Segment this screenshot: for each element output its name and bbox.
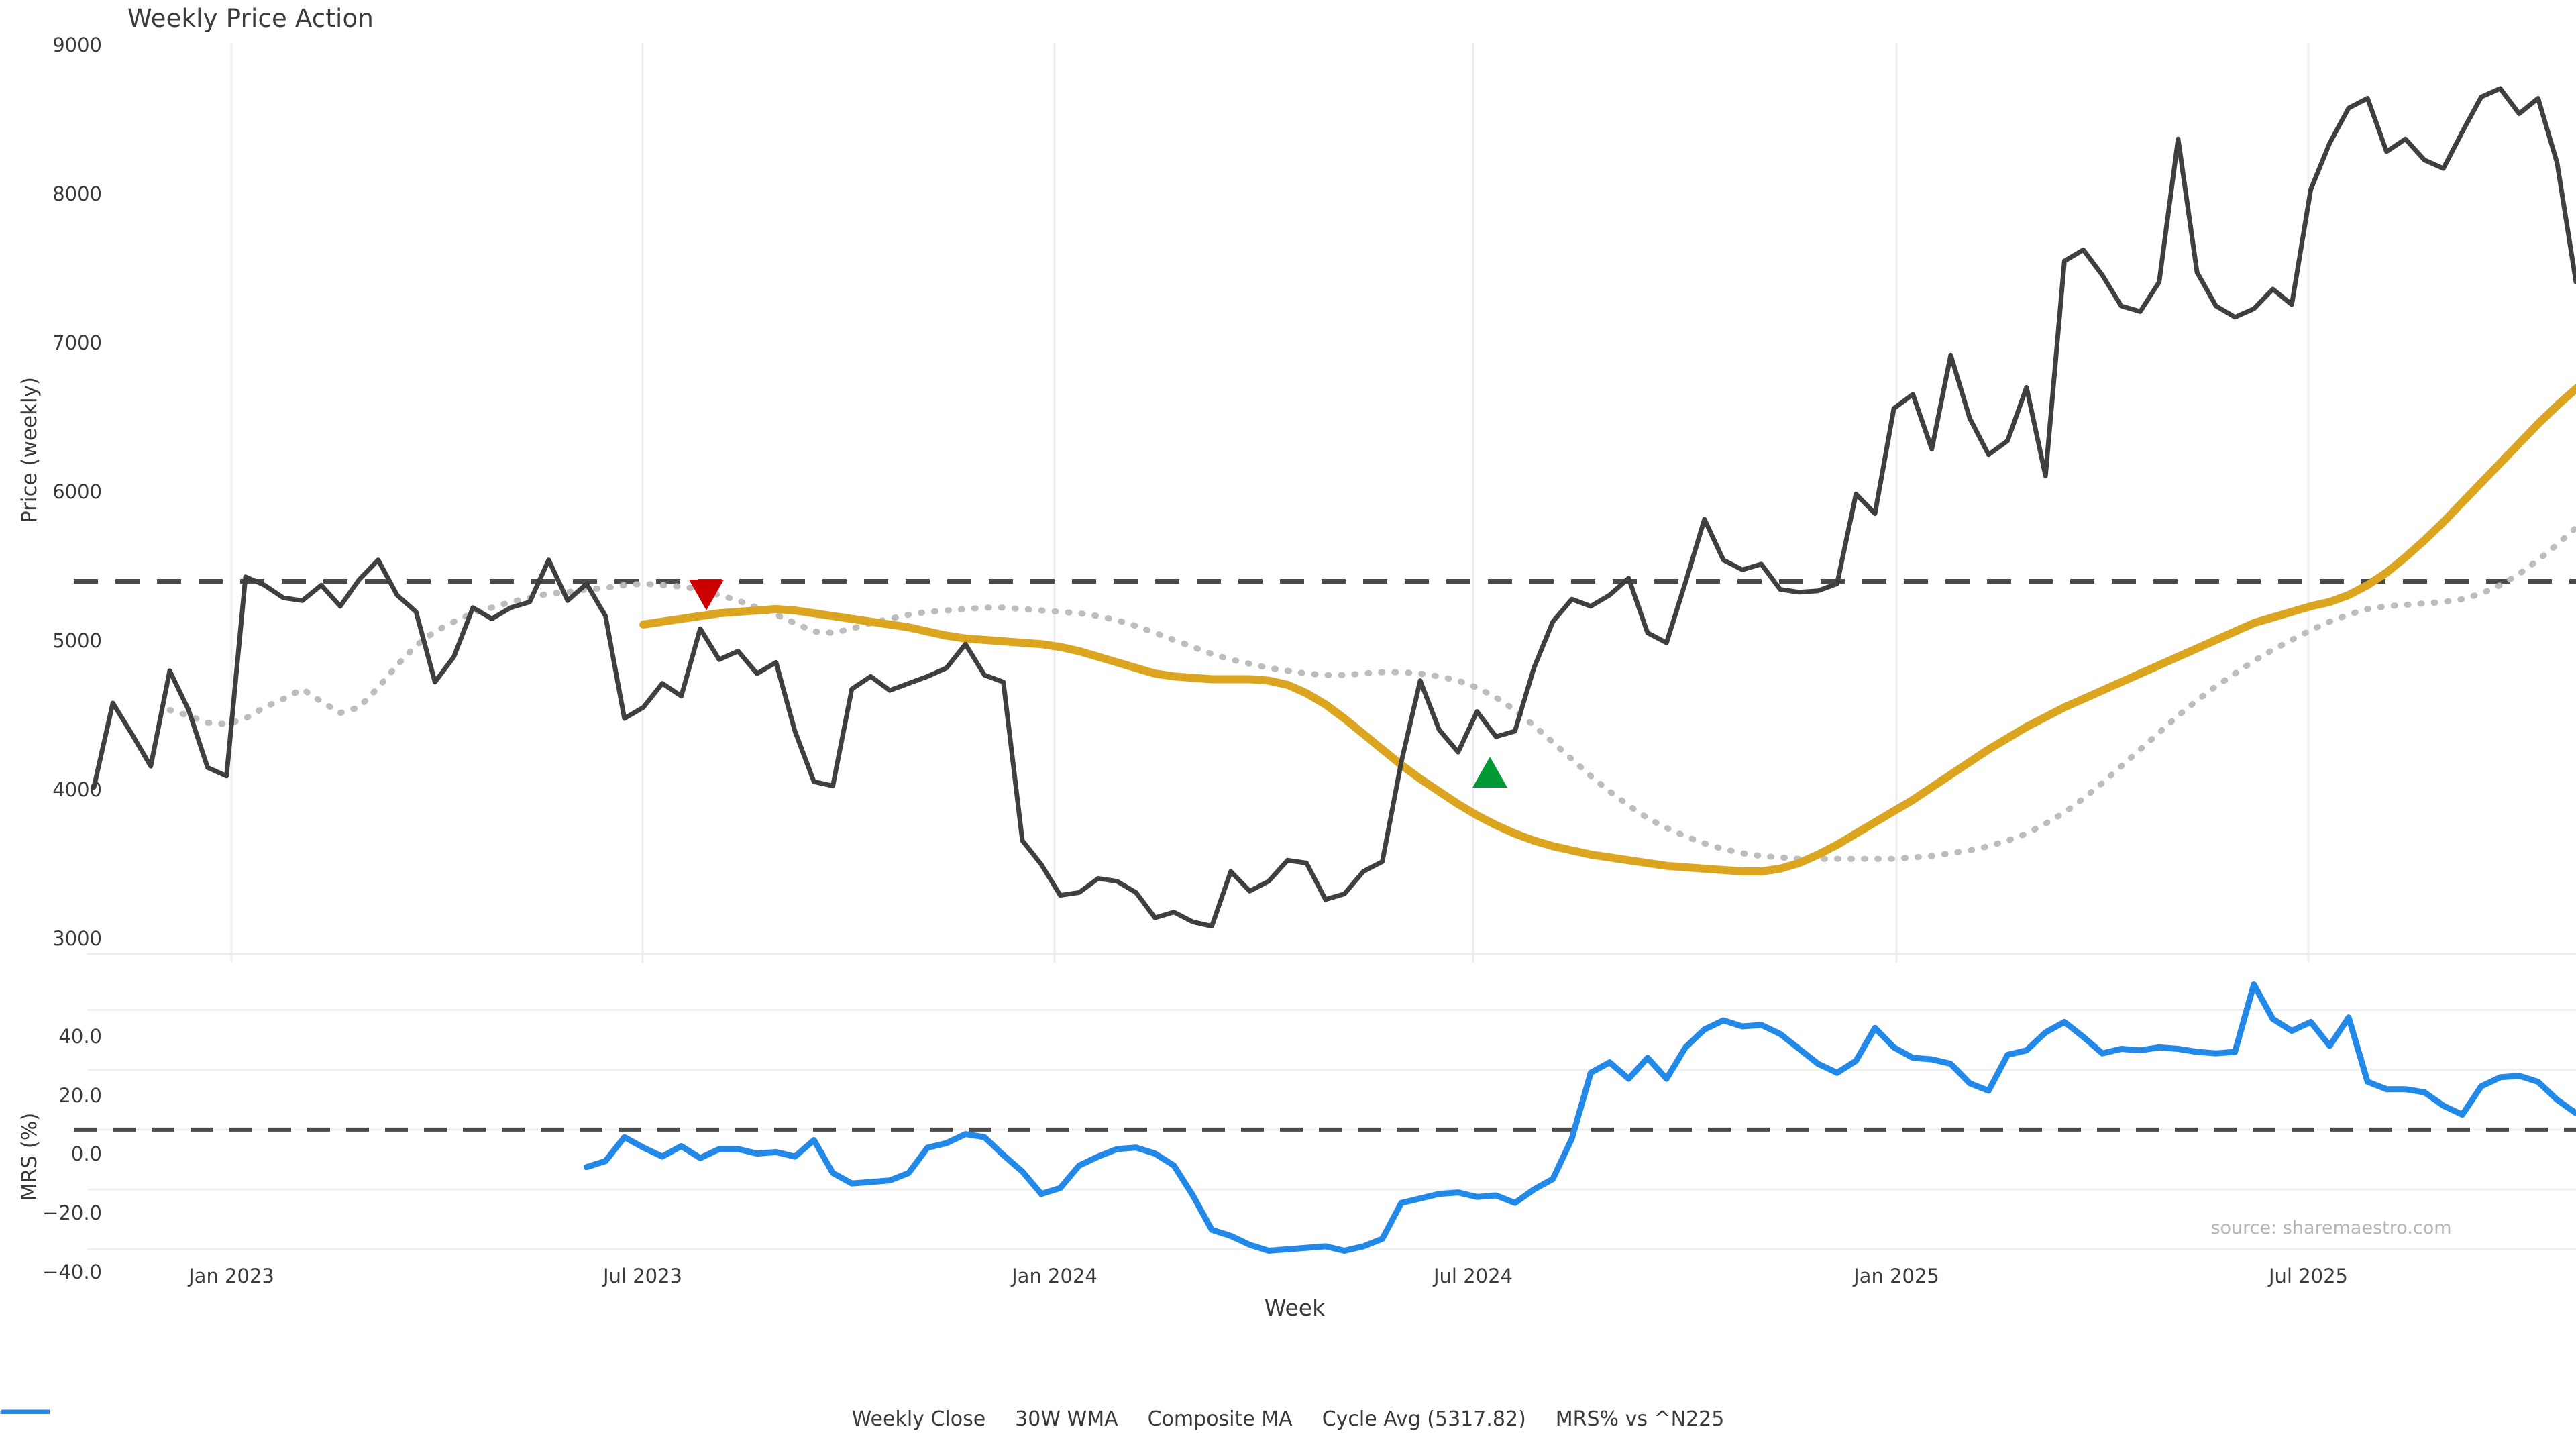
price-ytick-6000: 6000 (52, 480, 102, 503)
xtick-jul-2025: Jul 2025 (2268, 1265, 2349, 1287)
legend-item-3[interactable]: Cycle Avg (5317.82) (1, 1407, 1526, 1431)
mrs-ytick-neg20: −20.0 (42, 1201, 102, 1224)
mrs-ytick-40: 40.0 (58, 1025, 102, 1048)
legend-label-2: Composite MA (1147, 1407, 1293, 1431)
xtick-jul-2024: Jul 2024 (1433, 1265, 1513, 1287)
chart-legend: Weekly Close 30W WMA Composite MA Cycle Avg… (0, 1407, 2576, 1431)
weekly-close-line (91, 86, 2576, 929)
legend-swatch-4 (1, 1409, 50, 1414)
wma-30w-line (639, 384, 2576, 875)
price-ytick-7000: 7000 (52, 331, 102, 354)
legend-label-0: Weekly Close (851, 1407, 986, 1431)
mrs-line (583, 981, 2576, 1254)
legend-label-3: Cycle Avg (5317.82) (1322, 1407, 1526, 1431)
price-ytick-9000: 9000 (52, 34, 102, 56)
mrs-ytick-neg40: −40.0 (42, 1260, 102, 1283)
xtick-jan-2025: Jan 2025 (1854, 1265, 1939, 1287)
price-ytick-3000: 3000 (52, 927, 102, 950)
legend-item-2[interactable]: Composite MA (0, 1407, 1293, 1431)
composite-ma-line (166, 523, 2576, 862)
legend-item-4[interactable]: MRS% vs ^N225 (1, 1407, 1725, 1431)
page-title: Weekly Price Action (127, 4, 374, 33)
source-attribution: source: sharemaestro.com (2210, 1218, 2452, 1238)
xtick-jan-2024: Jan 2024 (1012, 1265, 1097, 1287)
x-axis-label: Week (1264, 1295, 1326, 1321)
price-series-layer (74, 86, 2576, 929)
mrs-ytick-0: 0.0 (70, 1142, 102, 1165)
sell-signal-marker (689, 580, 724, 610)
mrs-series-layer (74, 981, 2576, 1254)
signal-marker-layer (689, 580, 1507, 788)
xtick-jul-2023: Jul 2023 (602, 1265, 683, 1287)
buy-signal-marker (1472, 757, 1507, 788)
legend-label-4: MRS% vs ^N225 (1555, 1407, 1725, 1431)
legend-label-1: 30W WMA (1015, 1407, 1118, 1431)
legend-item-1[interactable]: 30W WMA (1, 1407, 1118, 1431)
price-ytick-8000: 8000 (52, 182, 102, 205)
mrs-ytick-20: 20.0 (58, 1084, 102, 1107)
legend-item-0[interactable]: Weekly Close (1, 1407, 986, 1431)
xtick-jan-2023: Jan 2023 (189, 1265, 274, 1287)
price-ytick-5000: 5000 (52, 629, 102, 652)
